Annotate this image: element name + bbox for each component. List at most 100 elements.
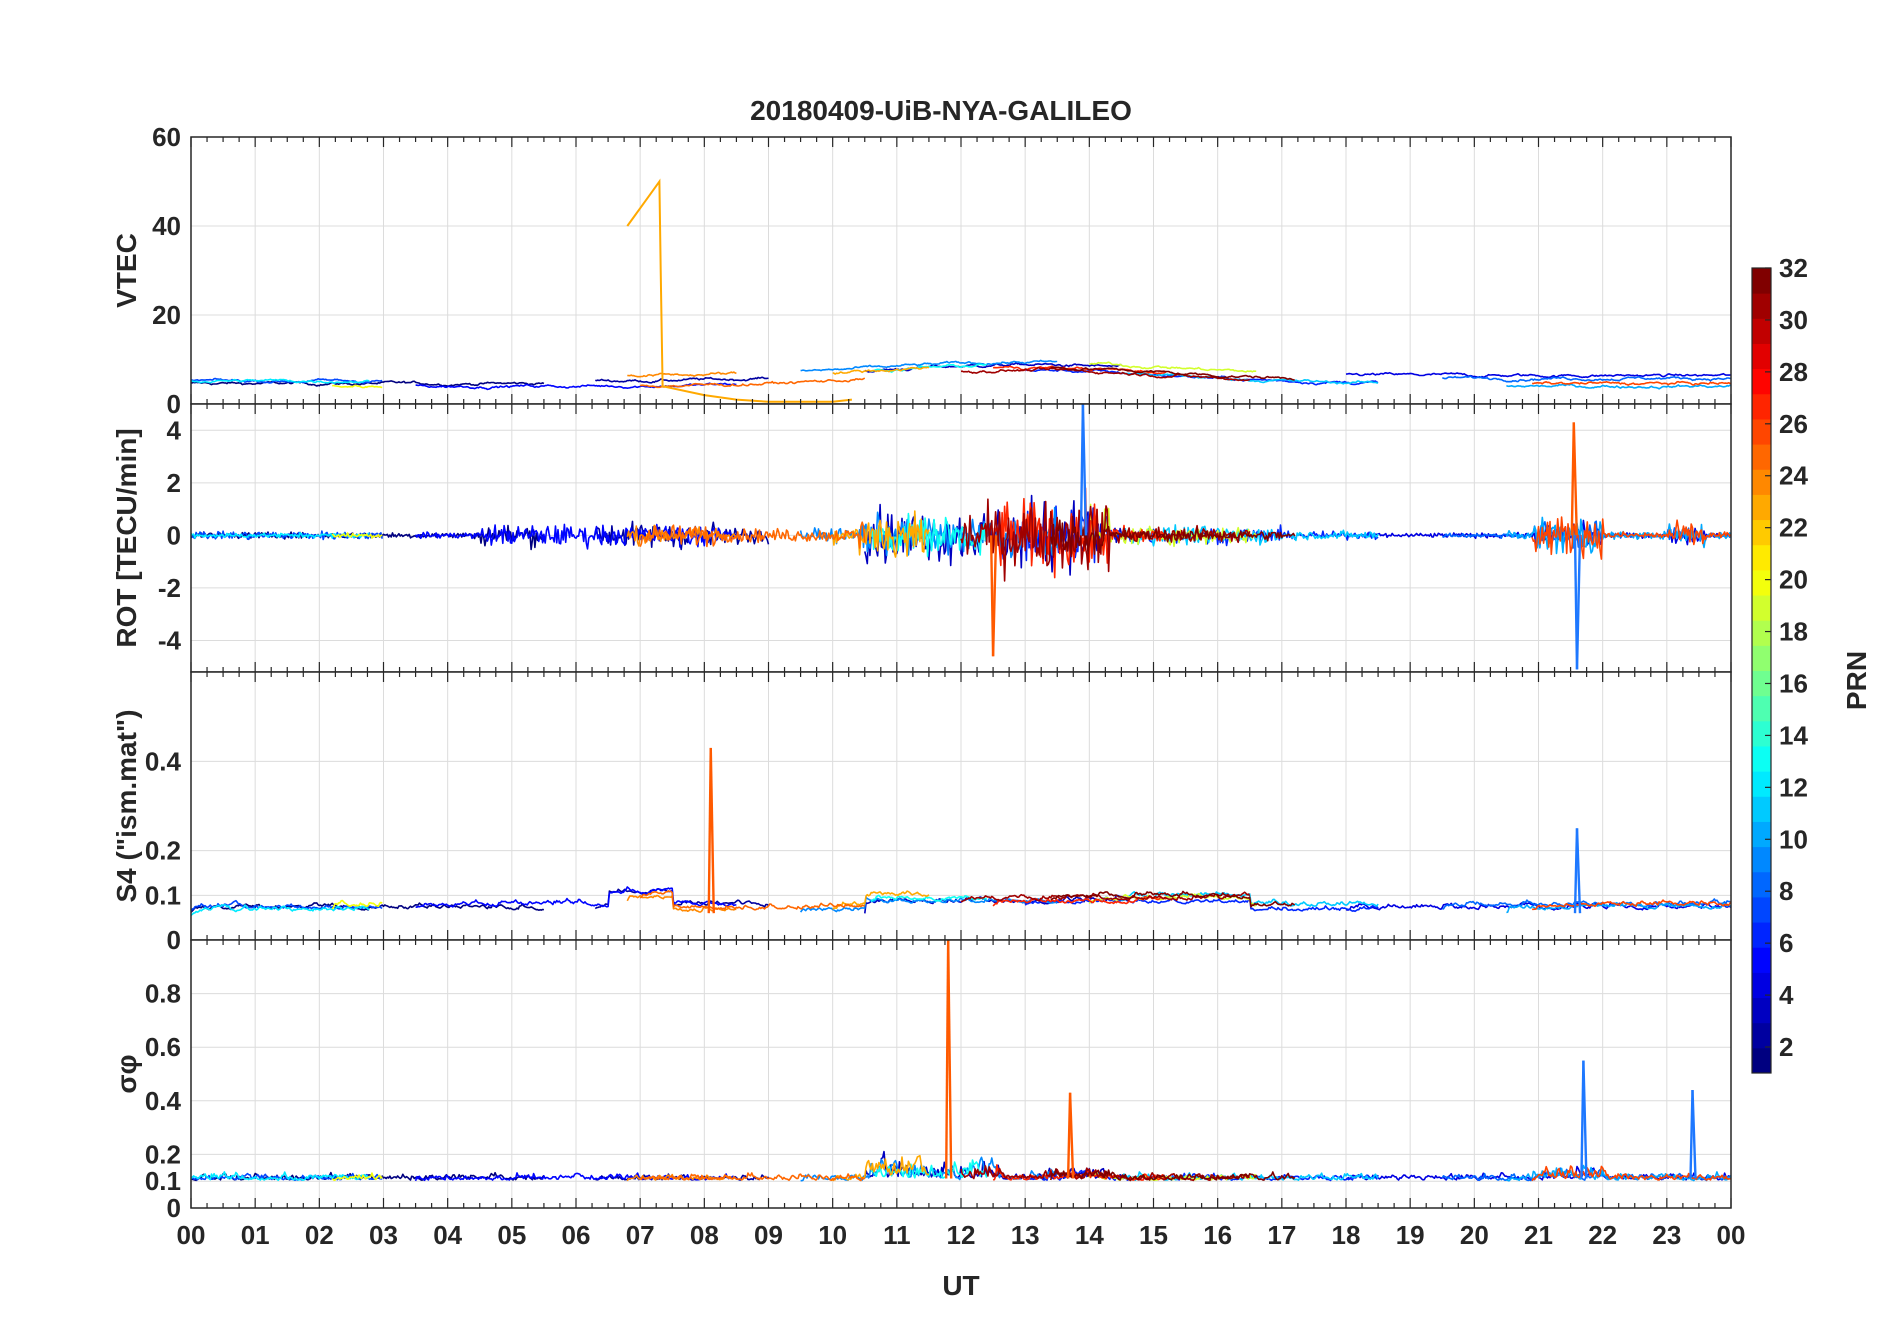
y-tick-label: 0.1 [145, 1166, 181, 1196]
series-line-prn-12 [191, 904, 370, 917]
y-tick-label: 0.4 [145, 1086, 182, 1116]
x-tick-label: 19 [1396, 1220, 1425, 1250]
colorbar-tick-label: 30 [1779, 305, 1808, 335]
peak-spike [709, 747, 715, 914]
y-tick-label: 2 [167, 468, 181, 498]
series-line-prn-10 [1506, 383, 1731, 390]
colorbar-segment [1752, 595, 1771, 621]
x-tick-label: 11 [883, 1220, 911, 1250]
series-line-prn-4 [1345, 371, 1731, 379]
y-tick-label: 40 [152, 211, 181, 241]
series-line-prn-23 [831, 1154, 930, 1182]
peak-spike [991, 535, 998, 657]
series-line-prn-24 [627, 371, 737, 378]
series-line-prn-26 [1531, 516, 1731, 560]
colorbar-segment [1752, 544, 1771, 571]
y-tick-label: 0 [167, 1193, 181, 1223]
series-line-prn-3 [864, 361, 1122, 373]
peak-spike [1691, 1090, 1697, 1179]
panel-vtec: 0 20 40 60 VTEC [111, 122, 1732, 419]
x-tick-label: 07 [626, 1220, 655, 1250]
series-line-prn-31 [960, 366, 1250, 382]
series-line-prn-32 [1050, 515, 1296, 555]
colorbar-segment [1752, 393, 1771, 420]
series-line-prn-26 [1532, 899, 1731, 911]
colorbar-tick-label: 18 [1779, 617, 1808, 647]
series-line-prn-5 [414, 523, 737, 550]
series-line-prn-23 [832, 366, 930, 375]
x-tick-label: 08 [690, 1220, 719, 1250]
colorbar-segment [1752, 645, 1771, 671]
y-tick-label: 0.1 [145, 880, 181, 910]
series-line-prn-13 [870, 1159, 988, 1179]
colorbar-segment [1752, 268, 1771, 294]
colorbar-tick-label: 20 [1779, 565, 1808, 595]
series-line-prn-5 [415, 886, 737, 909]
colorbar-segment [1752, 972, 1771, 999]
peak-spike [1068, 1092, 1075, 1179]
series-line-prn-10 [1506, 1164, 1731, 1182]
colorbar-tick-label: 16 [1779, 668, 1808, 698]
peak-spike [1582, 1060, 1588, 1179]
colorbar-tick-label: 10 [1779, 824, 1808, 854]
colorbar-segment [1752, 293, 1771, 319]
colorbar-segment [1752, 796, 1771, 822]
x-tick-label: 10 [818, 1220, 847, 1250]
series-line-prn-25 [639, 377, 866, 389]
x-tick-label: 03 [369, 1220, 398, 1250]
series-line-prn-11 [1121, 372, 1379, 385]
series-line-prn-20 [331, 532, 383, 539]
y-axis-label: σφ [111, 1054, 142, 1093]
x-tick-label: 13 [1011, 1220, 1040, 1250]
colorbar-segment [1752, 670, 1771, 697]
series-traces [191, 404, 1731, 670]
x-tick-label: 00 [1717, 1220, 1746, 1250]
colorbar-tick-label: 26 [1779, 409, 1808, 439]
colorbar-label: PRN [1841, 651, 1872, 710]
colorbar-tick-label: 12 [1779, 772, 1808, 802]
series-traces [191, 940, 1731, 1182]
colorbar-frame [1751, 267, 1772, 1074]
colorbar-segment [1752, 821, 1771, 848]
series-line-prn-32 [1050, 366, 1295, 381]
series-line-prn-9 [800, 359, 1058, 372]
y-tick-label: 0.4 [145, 746, 182, 776]
colorbar-tick-label: 14 [1779, 720, 1808, 750]
colorbar-segment [1752, 896, 1771, 923]
series-line-prn-23 [831, 510, 930, 558]
series-line-prn-8 [1442, 375, 1731, 383]
colorbar-segment [1752, 997, 1771, 1024]
series-line-prn-32 [1050, 890, 1296, 908]
colorbar-tick-label: 32 [1779, 253, 1808, 283]
series-line-prn-7 [191, 899, 383, 912]
series-line-prn-26 [1531, 1165, 1731, 1182]
colorbar-segment [1752, 569, 1771, 596]
x-tick-label: 04 [433, 1220, 462, 1250]
series-line-prn-20 [332, 384, 383, 389]
peak-spike [1575, 535, 1582, 670]
x-tick-label: 09 [754, 1220, 783, 1250]
panel-s4: 0 0.1 0.2 0.4S4 ("ism.mat") [111, 671, 1732, 955]
series-line-prn-12 [191, 378, 370, 384]
colorbar-tick-label: 28 [1779, 357, 1808, 387]
series-line-prn-20 [331, 1172, 383, 1182]
y-tick-label: 60 [152, 122, 181, 152]
colorbar-segment [1752, 947, 1771, 973]
series-line-prn-31 [960, 891, 1251, 903]
series-line-prn-13 [870, 894, 987, 903]
colorbar-segment [1752, 318, 1771, 344]
x-axis-label: UT [942, 1270, 979, 1301]
panel-sigma_phi: 00.10.2 0.4 0.6 0.8 σφ [111, 939, 1732, 1223]
series-traces [191, 747, 1731, 917]
x-tick-label: 16 [1203, 1220, 1232, 1250]
series-line-prn-26 [1531, 380, 1731, 386]
colorbar-segment [1752, 444, 1771, 470]
y-tick-label: 0.8 [145, 979, 181, 1009]
panel-rot: -4 -2 0 2 4 ROT [TECU/min] [111, 403, 1732, 673]
colorbar-segment [1752, 846, 1771, 873]
colorbar-segment [1752, 368, 1771, 395]
y-tick-label: 0 [167, 925, 181, 955]
x-tick-label: 00 [177, 1220, 206, 1250]
x-tick-label: 23 [1652, 1220, 1681, 1250]
